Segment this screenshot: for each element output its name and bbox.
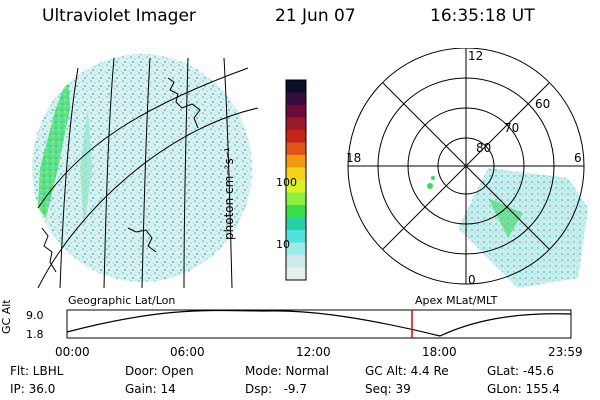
- mlt-12-label: 12: [468, 49, 483, 63]
- filter-info: Flt: LBHL: [10, 364, 64, 378]
- door-info: Door: Open: [125, 364, 194, 378]
- geographic-caption: Geographic Lat/Lon: [68, 294, 176, 307]
- colorbar-tick-100: 100: [276, 176, 297, 189]
- colorbar-segment: [286, 155, 306, 168]
- glat-info: GLat: -45.6: [487, 364, 554, 378]
- colorbar-segment: [286, 205, 306, 218]
- colorbar-segment: [286, 105, 306, 118]
- polar-mlat-mlt-plot: 12 18 6 0 60 70 80: [346, 48, 588, 288]
- colorbar-segment: [286, 242, 306, 256]
- x-tick-0: 00:00: [55, 345, 90, 359]
- x-tick-24: 23:59: [548, 345, 583, 359]
- mlat-70-label: 70: [504, 121, 519, 135]
- colorbar-segment: [286, 230, 306, 243]
- apex-caption: Apex MLat/MLT: [415, 294, 498, 307]
- dsp-info: Dsp: -9.7: [245, 382, 308, 396]
- date-label: 21 Jun 07: [275, 6, 356, 26]
- glon-info: GLon: 155.4: [487, 382, 560, 396]
- alt-axis-label: GC Alt: [0, 300, 13, 334]
- ip-info: IP: 36.0: [10, 382, 56, 396]
- colorbar: 10 100: [276, 79, 307, 281]
- colorbar-segment: [286, 255, 306, 268]
- colorbar-segment: [286, 267, 306, 281]
- colorbar-segment: [286, 142, 306, 156]
- colorbar-segment: [286, 192, 306, 206]
- x-tick-18: 18:00: [422, 345, 457, 359]
- colorbar-segment: [286, 117, 306, 131]
- gain-info: Gain: 14: [125, 382, 176, 396]
- seq-info: Seq: 39: [365, 382, 411, 396]
- x-tick-12: 12:00: [296, 345, 331, 359]
- colorbar-segment: [286, 167, 306, 181]
- gc-alt-info: GC Alt: 4.4 Re: [365, 364, 449, 378]
- altitude-plot: 9.0 1.8 GC Alt 00:00 06:00 12:00 18:00 2…: [0, 300, 583, 359]
- time-label: 16:35:18 UT: [430, 6, 535, 26]
- mlt-18-label: 18: [346, 151, 361, 165]
- colorbar-segment: [286, 80, 306, 93]
- mlt-0-label: 0: [468, 273, 476, 287]
- mode-info: Mode: Normal: [245, 364, 329, 378]
- colorbar-tick-10: 10: [276, 238, 290, 251]
- mlat-80-label: 80: [476, 141, 491, 155]
- colorbar-units: photon cm⁻²s⁻¹: [222, 147, 236, 240]
- alt-tick-9: 9.0: [26, 309, 44, 322]
- mlat-60-label: 60: [535, 97, 550, 111]
- alt-tick-1.8: 1.8: [26, 328, 44, 341]
- altitude-curve: [66, 309, 572, 337]
- instrument-title: Ultraviolet Imager: [42, 6, 196, 26]
- geographic-image: [32, 54, 258, 288]
- colorbar-segment: [286, 92, 306, 106]
- mlt-6-label: 6: [574, 151, 582, 165]
- colorbar-segment: [286, 180, 306, 193]
- colorbar-segment: [286, 130, 306, 143]
- x-tick-6: 06:00: [170, 345, 205, 359]
- colorbar-segment: [286, 217, 306, 231]
